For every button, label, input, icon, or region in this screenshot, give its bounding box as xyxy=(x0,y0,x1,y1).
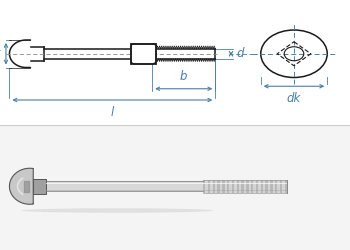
Polygon shape xyxy=(33,179,46,194)
Bar xyxy=(212,180,215,193)
Bar xyxy=(239,180,241,193)
Text: d: d xyxy=(236,47,244,60)
Bar xyxy=(282,180,285,193)
Text: l: l xyxy=(111,106,114,118)
Text: k: k xyxy=(0,47,1,60)
Bar xyxy=(270,180,273,193)
Bar xyxy=(244,180,246,193)
Bar xyxy=(220,180,222,193)
Bar xyxy=(0,125,350,250)
Bar xyxy=(215,180,217,193)
Bar xyxy=(265,180,268,193)
Bar xyxy=(246,180,248,193)
Bar xyxy=(210,180,212,193)
Bar xyxy=(232,180,234,193)
Bar xyxy=(208,180,210,193)
Bar xyxy=(227,180,229,193)
Bar xyxy=(280,180,282,193)
Bar xyxy=(278,180,280,193)
Bar xyxy=(225,180,227,193)
Ellipse shape xyxy=(21,208,214,213)
Bar xyxy=(203,180,205,193)
Bar xyxy=(237,180,239,193)
Bar xyxy=(251,180,253,193)
Bar xyxy=(258,180,261,193)
Bar xyxy=(234,180,237,193)
Text: b: b xyxy=(180,70,188,83)
Bar xyxy=(217,180,220,193)
Bar xyxy=(205,180,208,193)
Bar xyxy=(285,180,287,193)
Bar xyxy=(253,180,256,193)
Bar xyxy=(273,180,275,193)
Bar xyxy=(275,180,278,193)
Bar xyxy=(241,180,244,193)
Polygon shape xyxy=(9,168,33,204)
Bar xyxy=(261,180,263,193)
Bar xyxy=(229,180,232,193)
Bar xyxy=(256,180,258,193)
Polygon shape xyxy=(46,181,287,191)
Bar xyxy=(222,180,225,193)
Bar xyxy=(268,180,270,193)
Polygon shape xyxy=(131,44,156,64)
Bar xyxy=(263,180,265,193)
Text: dk: dk xyxy=(287,92,301,105)
Bar xyxy=(248,180,251,193)
